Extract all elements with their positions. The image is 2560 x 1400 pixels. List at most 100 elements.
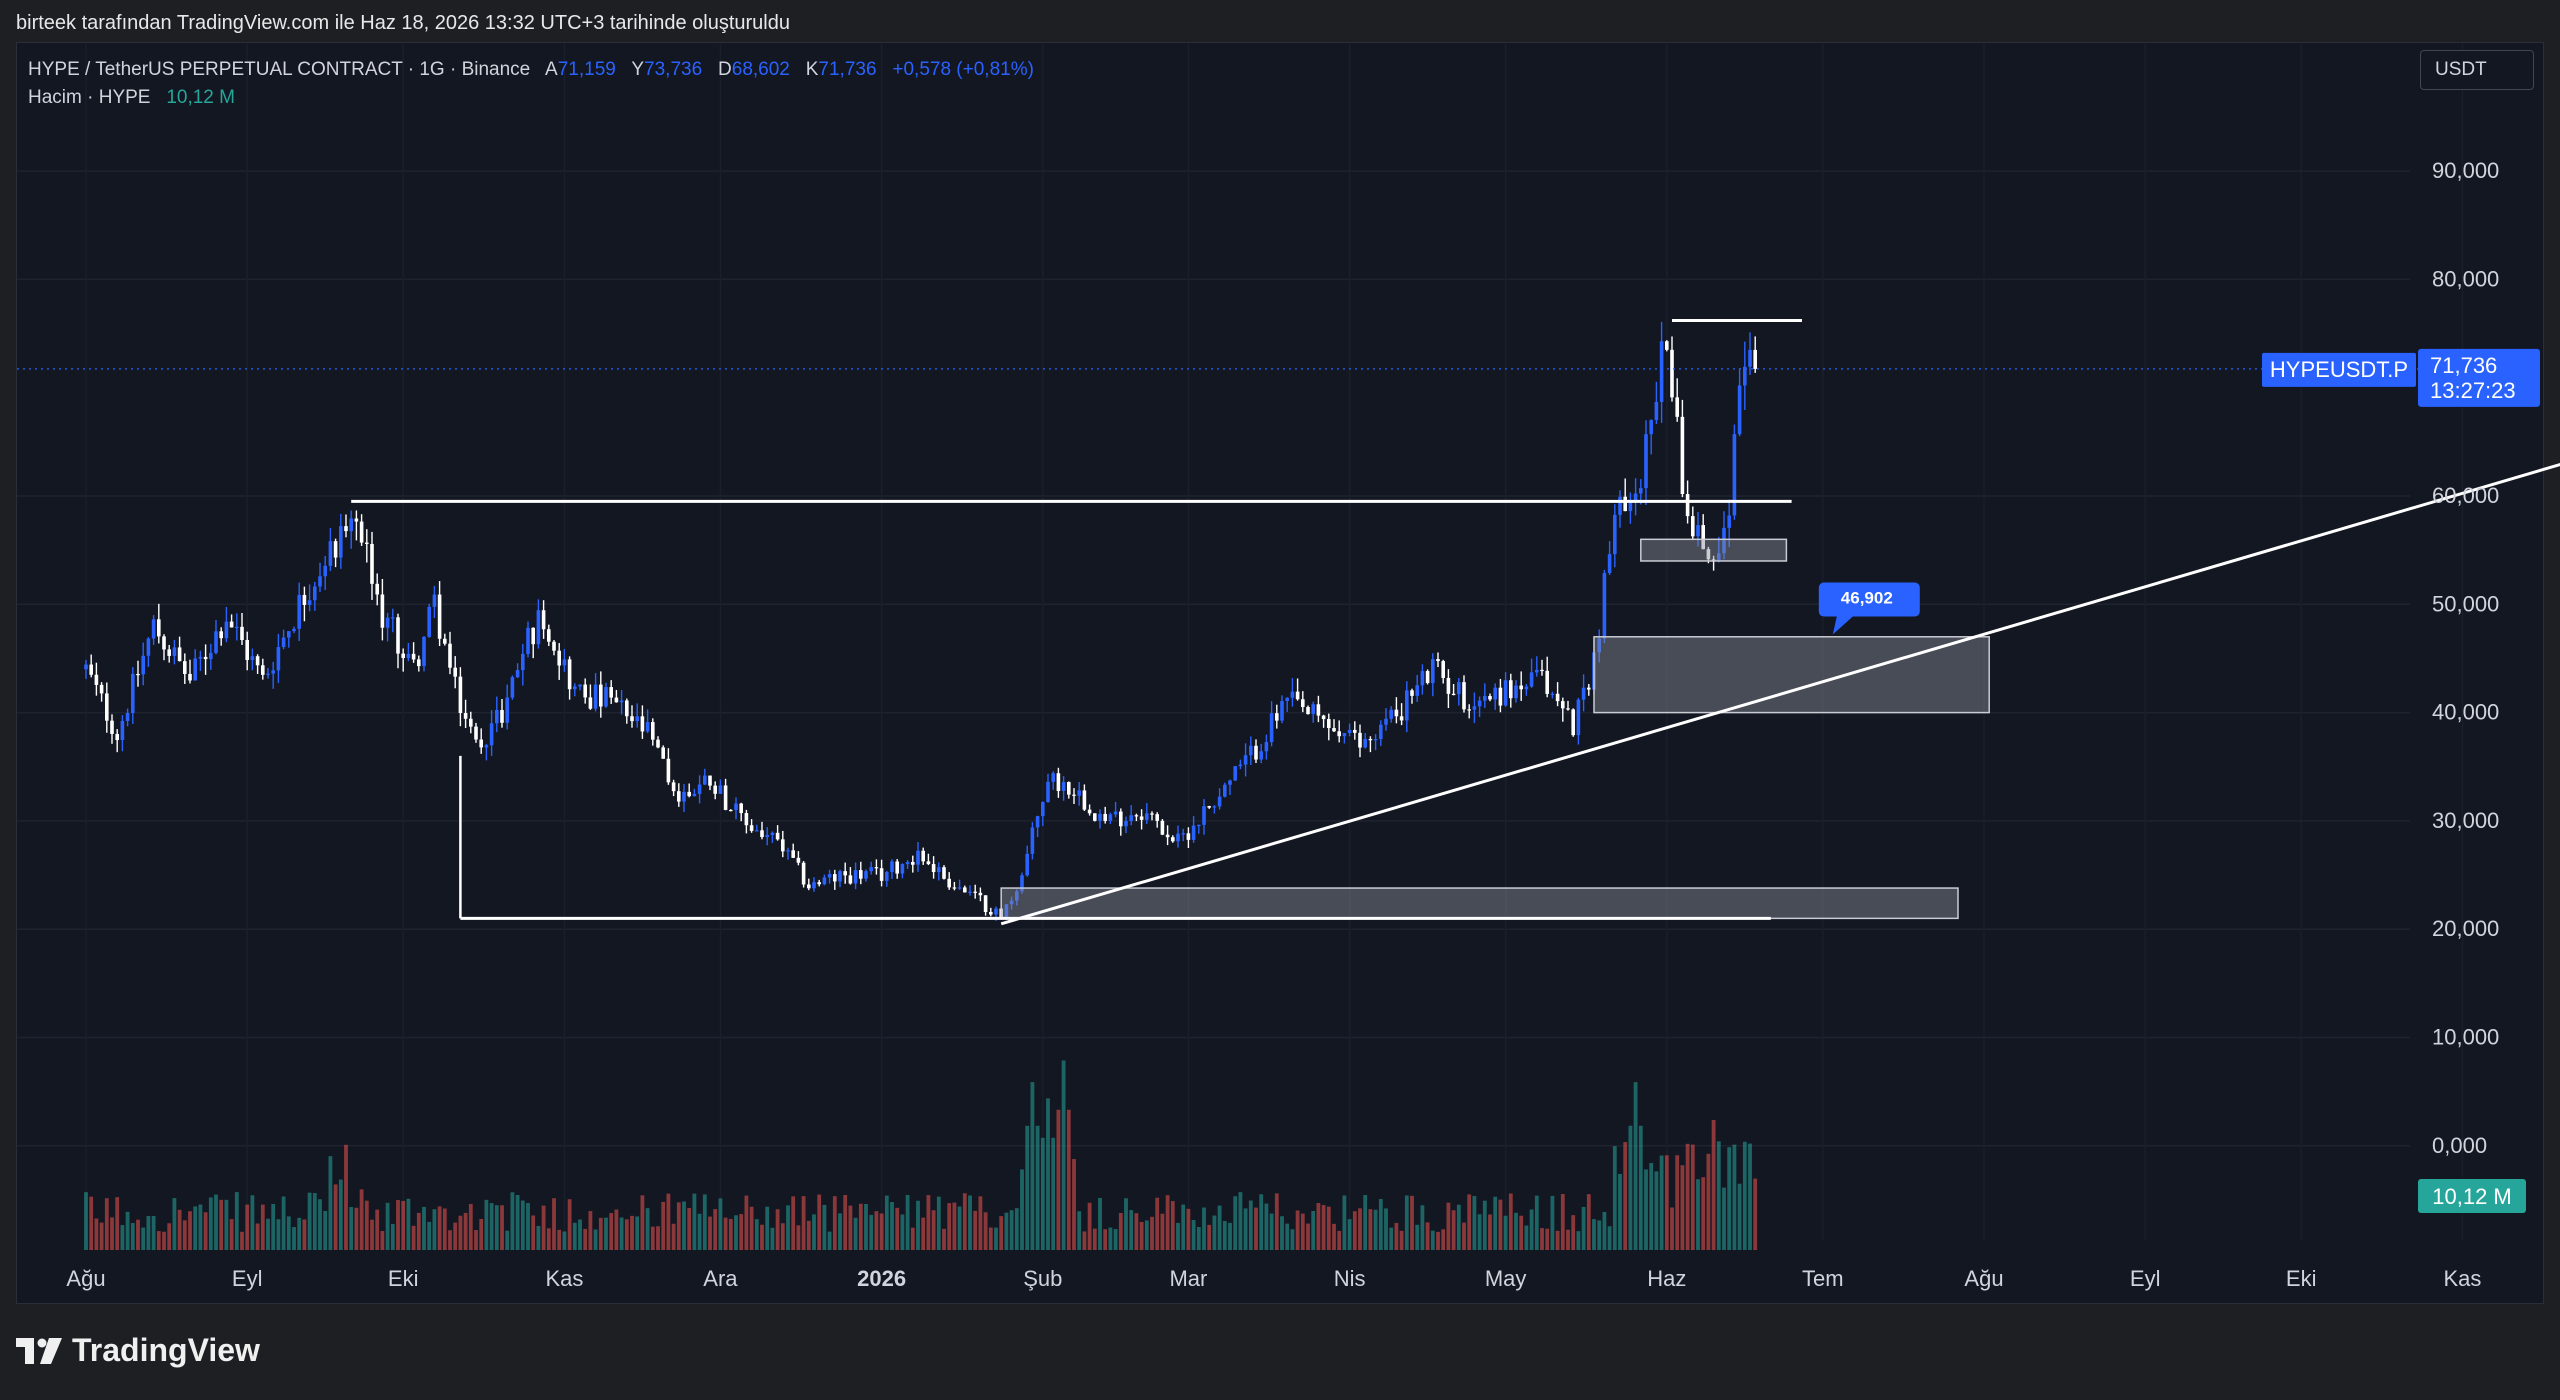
candle-body [245,640,249,661]
candle-body [760,830,764,838]
volume-bar [1191,1219,1196,1250]
volume-bar [193,1206,198,1250]
volume-bar [1378,1198,1383,1250]
candle-body [895,861,899,874]
candle-body [391,617,395,619]
candle-body [1446,677,1451,694]
volume-bar [359,1189,364,1250]
volume-bar [271,1203,276,1250]
candle-body [193,658,197,681]
candle-body [224,621,229,639]
legend-volume-row: Hacim · HYPE 10,12 M [28,84,1034,112]
x-tick-label: Şub [1023,1266,1062,1291]
candle-body [1529,672,1534,687]
x-tick-label: Eki [388,1266,419,1291]
candle-body [1696,525,1700,537]
candle-body [1477,700,1482,707]
volume-bar [1649,1163,1654,1250]
legend-volume-label[interactable]: Hacim · HYPE [28,87,151,108]
volume-bar [973,1210,978,1250]
volume-bar [427,1221,432,1250]
x-tick-label: Eyl [2130,1266,2161,1291]
tradingview-logo[interactable]: TradingView [16,1332,260,1369]
volume-bar [240,1231,244,1250]
volume-bar [328,1156,333,1250]
candle-body [838,871,842,882]
candle-body [1732,434,1737,516]
candle-body [354,518,359,522]
volume-bar [1248,1200,1253,1250]
y-tick-label: 30,000 [2432,808,2499,833]
candle-body [718,785,723,794]
candle-body [1576,699,1581,736]
legend-symbol[interactable]: HYPE / TetherUS PERPETUAL CONTRACT · 1G … [28,59,531,80]
candle-body [541,610,546,630]
candle-body [1098,813,1102,821]
candle-body [1046,781,1050,803]
legend-low: 68,602 [731,59,790,80]
volume-bar [136,1219,140,1250]
candle-body [370,543,374,584]
volume-bar [1269,1213,1274,1250]
volume-bar [947,1203,952,1250]
candle-body [1269,713,1274,743]
volume-bar [203,1212,208,1250]
price-axis[interactable]: 90,000 80,000 60,000 50,000 40,000 30,000 20,0… [2432,158,2499,1158]
volume-bar [318,1199,322,1250]
trendline [1000,463,2560,926]
volume-bar [1581,1206,1586,1250]
candle-body [1431,659,1435,684]
volume-bar [338,1179,343,1250]
volume-bar [302,1219,307,1250]
volume-bar [94,1218,99,1250]
candle-body [687,791,691,797]
volume-bar [692,1193,697,1250]
candle-body [869,867,873,872]
candle-body [796,857,801,863]
chart-legend: HYPE / TetherUS PERPETUAL CONTRACT · 1G … [28,56,1034,112]
candle-body [781,839,785,852]
candle-body [162,636,166,650]
volume-bar [786,1205,790,1250]
candle-body [1217,796,1222,807]
volume-bar [494,1205,499,1250]
candle-body [1410,690,1414,696]
volume-bar [1316,1203,1321,1250]
candle-body [843,871,847,876]
volume-bar [926,1195,931,1250]
candle-body [120,720,125,741]
legend-high: 73,736 [644,59,703,80]
drawings[interactable]: 46,902 [351,319,2560,926]
candle-body [125,712,130,721]
volume-bar [843,1195,848,1250]
chart-frame[interactable] [16,42,2544,1304]
candle-body [708,775,712,786]
volume-bar [1051,1137,1056,1250]
candle-body [599,684,603,707]
candle-body [432,594,437,607]
candle-body [188,673,192,681]
candle-body [640,716,645,732]
candle-body [146,638,151,656]
volume-bar [1020,1169,1024,1250]
candle-body [807,884,811,889]
volume-bar [188,1211,192,1250]
volume-bar [1326,1206,1331,1250]
volume-bar [1170,1201,1175,1250]
volume-bar [1571,1215,1576,1250]
currency-button[interactable]: USDT [2420,50,2534,90]
volume-bar [125,1211,130,1250]
candle-body [645,722,650,732]
candle-body [749,825,754,831]
volume-bar [1202,1207,1206,1250]
candle-body [198,656,203,659]
x-tick-label: Eyl [232,1266,263,1291]
volume-bar [864,1203,868,1250]
candle-body [417,659,421,667]
volume-bar [364,1200,369,1250]
candle-body [84,664,88,670]
time-axis[interactable]: Ağu Eyl Eki Kas Ara 2026 Şub Mar Nis May Haz Tem Ağu… [66,1266,2481,1291]
candle-body [1363,739,1367,748]
candle-body [380,594,385,628]
